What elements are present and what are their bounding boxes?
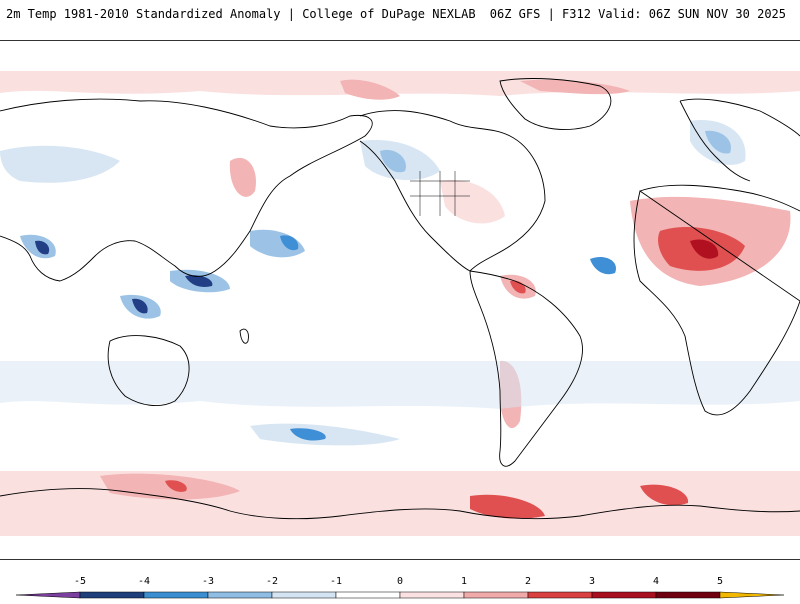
indonesia-cold-core <box>132 298 148 314</box>
colorbar-segment <box>591 591 657 599</box>
antarctica-coast <box>0 488 800 520</box>
africa-coast <box>633 184 800 416</box>
colorbar-segment <box>463 591 529 599</box>
india-cold-core <box>35 240 50 255</box>
colorbar-tick-label: 5 <box>716 576 724 587</box>
map-canvas <box>0 41 800 559</box>
colorbar-tick-label: 3 <box>588 576 596 587</box>
europe-coast <box>679 98 800 182</box>
colorbar-tick-label: -5 <box>73 576 87 587</box>
colorbar-tick-label: 4 <box>652 576 660 587</box>
canada-cold-core <box>380 149 406 173</box>
southern-ocean-cold-band <box>0 361 800 409</box>
colorbar-tick-label: -3 <box>201 576 215 587</box>
colorbar-segment <box>719 591 785 599</box>
colorbar-tick-label: -4 <box>137 576 151 587</box>
anomaly-colorbar: -5 -4 -3 -2 -1 0 1 2 3 4 5 <box>0 570 800 600</box>
europe-cold-core <box>705 130 731 154</box>
map-header: 2m Temp 1981-2010 Standardized Anomaly |… <box>0 0 800 40</box>
arctic-warm-band <box>0 71 800 96</box>
colorbar-segment <box>335 591 401 599</box>
north-america-coast <box>359 110 546 272</box>
philippine-sea-core <box>185 275 213 287</box>
colorbar-tick-label: -1 <box>329 576 343 587</box>
colorbar-segment <box>207 591 273 599</box>
japan-warm-patch <box>229 157 256 197</box>
colorbar-tick-label: 0 <box>396 576 404 587</box>
anomaly-shading <box>0 71 800 536</box>
colorbar-segment <box>15 591 81 599</box>
antarctica-warm-core-center <box>470 494 545 519</box>
south-pacific-cold-area <box>250 423 400 446</box>
colorbar-graphic <box>15 591 785 599</box>
eurasia-east-coast <box>0 98 373 282</box>
colorbar-segments <box>15 591 785 599</box>
sahel-extreme-core <box>690 239 719 259</box>
coastlines <box>0 78 800 520</box>
atlantic-cold-core <box>590 256 616 275</box>
usa-warm-area <box>440 180 505 224</box>
colorbar-tick-label: 1 <box>460 576 468 587</box>
colorbar-tick-label: 2 <box>524 576 532 587</box>
asia-cold-area <box>0 145 120 183</box>
greenland-coast <box>499 78 612 130</box>
us-state-lines <box>410 171 470 216</box>
arctic-warm-patch <box>340 79 400 100</box>
colorbar-tick-label: -2 <box>265 576 279 587</box>
colorbar-segment <box>143 591 209 599</box>
australia-coast <box>107 335 190 407</box>
colorbar-segment <box>527 591 593 599</box>
colorbar-segment <box>655 591 721 599</box>
model-run-info: 06Z GFS | F312 Valid: 06Z SUN NOV 30 202… <box>489 7 786 21</box>
colorbar-segment <box>271 591 337 599</box>
antarctica-warm-core-east <box>640 484 689 506</box>
map-title: 2m Temp 1981-2010 Standardized Anomaly |… <box>6 7 476 21</box>
south-pacific-cold-core <box>290 428 326 441</box>
colorbar-segment <box>79 591 145 599</box>
colorbar-segment <box>399 591 465 599</box>
new-zealand-coast <box>239 328 249 344</box>
greenland-warm-patch <box>520 79 630 95</box>
antarctica-warm-core-west <box>165 480 187 492</box>
south-america-coast <box>469 270 583 467</box>
world-anomaly-map <box>0 40 800 560</box>
pacific-cold-core <box>280 235 299 251</box>
